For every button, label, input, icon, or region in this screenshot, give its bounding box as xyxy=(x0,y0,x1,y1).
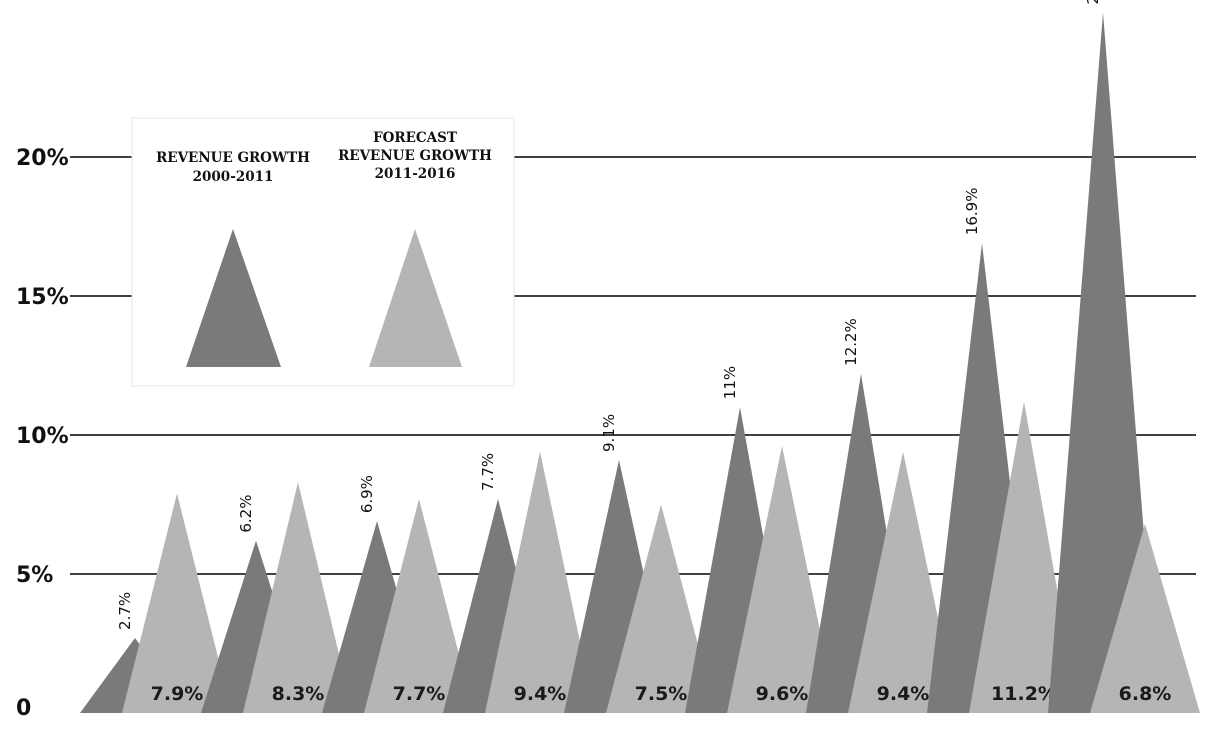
y-axis-ticks: 0 5% 10% 15% 20% xyxy=(16,146,69,721)
forecast-triangle xyxy=(848,451,958,713)
forecast-triangle xyxy=(364,498,474,713)
forecast-value-label: 11.2% xyxy=(991,683,1057,705)
history-value-label: 7.7% xyxy=(479,453,497,491)
legend: REVENUE GROWTH 2000-2011 FORECAST REVENUE G… xyxy=(131,117,515,387)
legend-forecast-label: FORECAST xyxy=(373,130,457,146)
forecast-triangle xyxy=(122,493,232,713)
chart-marks: 2.7% 7.9% 6.2% 8.3% 6.9% 7.7% 7.7% 9.4% 9.1% 7.5%… xyxy=(80,0,1200,713)
y-tick-label: 10% xyxy=(16,424,69,449)
legend-forecast-swatch xyxy=(369,229,462,367)
history-value-label: 2.7% xyxy=(116,592,134,630)
history-triangle xyxy=(1048,12,1158,713)
forecast-triangle xyxy=(485,451,595,713)
forecast-triangle xyxy=(969,401,1079,713)
forecast-value-label: 9.4% xyxy=(877,683,930,705)
forecast-value-label: 7.5% xyxy=(635,683,688,705)
forecast-triangle xyxy=(606,504,716,713)
history-value-label: 6.2% xyxy=(237,495,255,533)
forecast-triangle xyxy=(243,482,353,713)
history-value-label: 11% xyxy=(721,366,739,399)
forecast-value-label: 7.7% xyxy=(393,683,446,705)
y-tick-label: 5% xyxy=(16,563,53,588)
legend-forecast-label: REVENUE GROWTH xyxy=(338,148,492,164)
history-value-label: 16.9% xyxy=(963,188,981,236)
legend-history-label: 2000-2011 xyxy=(193,169,274,185)
forecast-value-label: 7.9% xyxy=(151,683,204,705)
legend-history-swatch xyxy=(186,229,281,367)
legend-history-label: REVENUE GROWTH xyxy=(156,150,310,166)
forecast-value-label: 6.8% xyxy=(1119,683,1172,705)
history-value-label: 12.2% xyxy=(842,318,860,366)
history-value-label: 25.2% xyxy=(1084,0,1102,4)
forecast-value-label: 8.3% xyxy=(272,683,325,705)
y-tick-label: 20% xyxy=(16,146,69,171)
forecast-triangle xyxy=(727,446,837,713)
forecast-triangle xyxy=(1090,523,1200,713)
forecast-value-label: 9.6% xyxy=(756,683,809,705)
history-value-label: 6.9% xyxy=(358,475,376,513)
y-tick-label: 15% xyxy=(16,285,69,310)
y-tick-label: 0 xyxy=(16,696,31,721)
history-value-label: 9.1% xyxy=(600,414,618,452)
forecast-value-label: 9.4% xyxy=(514,683,567,705)
legend-forecast-label: 2011-2016 xyxy=(375,166,456,182)
